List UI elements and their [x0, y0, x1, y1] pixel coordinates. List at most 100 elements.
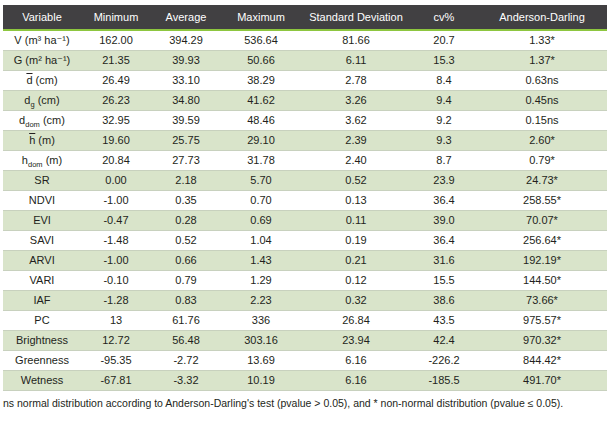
column-header-average: Average — [151, 5, 221, 30]
cell-minimum: -0.47 — [81, 210, 151, 230]
cell-cv-percent: 15.3 — [411, 50, 477, 70]
cell-cv-percent: 8.4 — [411, 70, 477, 90]
cell-anderson-darling: 491.70* — [477, 370, 607, 390]
cell-cv-percent: 9.2 — [411, 110, 477, 130]
cell-variable: NDVI — [3, 190, 81, 210]
cell-minimum: 12.72 — [81, 330, 151, 350]
cell-minimum: 0.00 — [81, 170, 151, 190]
table-row: Greenness-95.35-2.7213.696.16-226.2844.4… — [3, 350, 607, 370]
cell-cv-percent: -226.2 — [411, 350, 477, 370]
cell-minimum: 13 — [81, 310, 151, 330]
cell-standard-deviation: 23.94 — [301, 330, 411, 350]
cell-minimum: 162.00 — [81, 30, 151, 50]
cell-cv-percent: 9.4 — [411, 90, 477, 110]
cell-anderson-darling: 256.64* — [477, 230, 607, 250]
cell-variable: dg (cm) — [3, 90, 81, 110]
cell-standard-deviation: 0.32 — [301, 290, 411, 310]
cell-maximum: 13.69 — [221, 350, 301, 370]
table-row: Wetness-67.81-3.3210.196.16-185.5491.70* — [3, 370, 607, 390]
cell-cv-percent: 38.6 — [411, 290, 477, 310]
table-row: NDVI-1.000.350.700.1336.4258.55* — [3, 190, 607, 210]
cell-maximum: 336 — [221, 310, 301, 330]
cell-cv-percent: 39.0 — [411, 210, 477, 230]
cell-cv-percent: 15.5 — [411, 270, 477, 290]
cell-average: 39.59 — [151, 110, 221, 130]
table-row: V (m³ ha⁻¹)162.00394.29536.6481.6620.71.… — [3, 30, 607, 50]
column-header-cv-percent: cv% — [411, 5, 477, 30]
table-body: V (m³ ha⁻¹)162.00394.29536.6481.6620.71.… — [3, 30, 607, 390]
cell-cv-percent: 31.6 — [411, 250, 477, 270]
table-header: VariableMinimumAverageMaximumStandard De… — [3, 5, 607, 30]
cell-minimum: -1.48 — [81, 230, 151, 250]
table-row: Brightness12.7256.48303.1623.9442.4970.3… — [3, 330, 607, 350]
cell-standard-deviation: 6.16 — [301, 370, 411, 390]
cell-anderson-darling: 0.79* — [477, 150, 607, 170]
cell-minimum: -95.35 — [81, 350, 151, 370]
column-header-variable: Variable — [3, 5, 81, 30]
cell-average: 0.83 — [151, 290, 221, 310]
cell-standard-deviation: 0.11 — [301, 210, 411, 230]
cell-cv-percent: 36.4 — [411, 190, 477, 210]
cell-anderson-darling: 1.37* — [477, 50, 607, 70]
cell-variable: SR — [3, 170, 81, 190]
cell-cv-percent: 8.7 — [411, 150, 477, 170]
cell-maximum: 41.62 — [221, 90, 301, 110]
cell-variable: Greenness — [3, 350, 81, 370]
cell-maximum: 1.43 — [221, 250, 301, 270]
descriptive-statistics-table: VariableMinimumAverageMaximumStandard De… — [3, 5, 607, 391]
cell-maximum: 38.29 — [221, 70, 301, 90]
table-row: VARI-0.100.791.290.1215.5144.50* — [3, 270, 607, 290]
cell-variable: Wetness — [3, 370, 81, 390]
cell-minimum: 26.23 — [81, 90, 151, 110]
cell-variable: d (cm) — [3, 70, 81, 90]
cell-average: 61.76 — [151, 310, 221, 330]
cell-average: 33.10 — [151, 70, 221, 90]
cell-variable: PC — [3, 310, 81, 330]
cell-anderson-darling: 844.42* — [477, 350, 607, 370]
cell-maximum: 48.46 — [221, 110, 301, 130]
cell-average: -3.32 — [151, 370, 221, 390]
table-row: ARVI-1.000.661.430.2131.6192.19* — [3, 250, 607, 270]
column-header-maximum: Maximum — [221, 5, 301, 30]
table-row: ddom (cm)32.9539.5948.463.629.20.15ns — [3, 110, 607, 130]
cell-standard-deviation: 81.66 — [301, 30, 411, 50]
cell-cv-percent: 43.5 — [411, 310, 477, 330]
cell-variable: VARI — [3, 270, 81, 290]
table-row: hdom (m)20.8427.7331.782.408.70.79* — [3, 150, 607, 170]
cell-average: 0.79 — [151, 270, 221, 290]
cell-variable: ddom (cm) — [3, 110, 81, 130]
cell-standard-deviation: 2.39 — [301, 130, 411, 150]
cell-minimum: 26.49 — [81, 70, 151, 90]
cell-minimum: 21.35 — [81, 50, 151, 70]
cell-variable: IAF — [3, 290, 81, 310]
cell-anderson-darling: 0.63ns — [477, 70, 607, 90]
cell-minimum: -1.00 — [81, 190, 151, 210]
cell-anderson-darling: 192.19* — [477, 250, 607, 270]
cell-standard-deviation: 0.13 — [301, 190, 411, 210]
cell-anderson-darling: 0.45ns — [477, 90, 607, 110]
cell-anderson-darling: 73.66* — [477, 290, 607, 310]
cell-average: 0.35 — [151, 190, 221, 210]
cell-average: 56.48 — [151, 330, 221, 350]
cell-maximum: 536.64 — [221, 30, 301, 50]
cell-maximum: 0.69 — [221, 210, 301, 230]
cell-standard-deviation: 0.19 — [301, 230, 411, 250]
cell-minimum: -67.81 — [81, 370, 151, 390]
cell-variable: ARVI — [3, 250, 81, 270]
cell-maximum: 5.70 — [221, 170, 301, 190]
cell-maximum: 1.29 — [221, 270, 301, 290]
cell-anderson-darling: 144.50* — [477, 270, 607, 290]
cell-standard-deviation: 3.62 — [301, 110, 411, 130]
cell-standard-deviation: 0.12 — [301, 270, 411, 290]
cell-minimum: 32.95 — [81, 110, 151, 130]
cell-maximum: 2.23 — [221, 290, 301, 310]
cell-standard-deviation: 0.52 — [301, 170, 411, 190]
cell-average: 27.73 — [151, 150, 221, 170]
cell-anderson-darling: 24.73* — [477, 170, 607, 190]
cell-variable: h (m) — [3, 130, 81, 150]
cell-variable: G (m² ha⁻¹) — [3, 50, 81, 70]
table-row: G (m² ha⁻¹)21.3539.9350.666.1115.31.37* — [3, 50, 607, 70]
cell-cv-percent: 9.3 — [411, 130, 477, 150]
cell-anderson-darling: 258.55* — [477, 190, 607, 210]
cell-average: 0.28 — [151, 210, 221, 230]
